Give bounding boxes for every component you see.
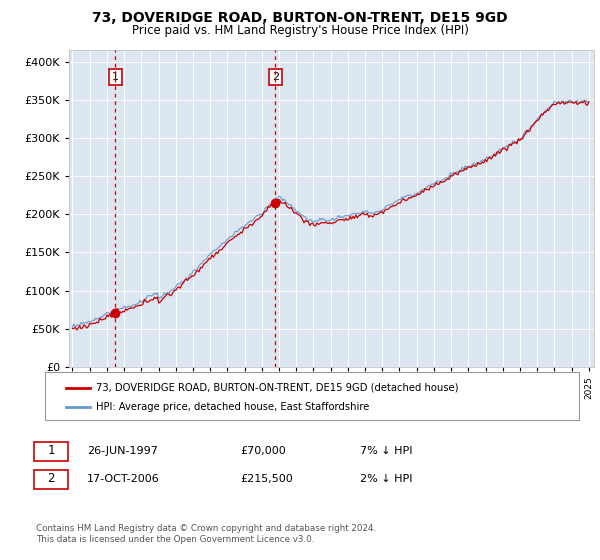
Text: 7% ↓ HPI: 7% ↓ HPI: [360, 446, 413, 456]
Text: 17-OCT-2006: 17-OCT-2006: [87, 474, 160, 484]
Text: 1: 1: [112, 72, 119, 82]
Text: £70,000: £70,000: [240, 446, 286, 456]
Text: 73, DOVERIDGE ROAD, BURTON-ON-TRENT, DE15 9GD: 73, DOVERIDGE ROAD, BURTON-ON-TRENT, DE1…: [92, 11, 508, 25]
Text: 26-JUN-1997: 26-JUN-1997: [87, 446, 158, 456]
Text: 1: 1: [47, 444, 55, 458]
Text: 73, DOVERIDGE ROAD, BURTON-ON-TRENT, DE15 9GD (detached house): 73, DOVERIDGE ROAD, BURTON-ON-TRENT, DE1…: [96, 383, 458, 393]
Text: Price paid vs. HM Land Registry's House Price Index (HPI): Price paid vs. HM Land Registry's House …: [131, 24, 469, 36]
Text: £215,500: £215,500: [240, 474, 293, 484]
Text: HPI: Average price, detached house, East Staffordshire: HPI: Average price, detached house, East…: [96, 402, 370, 412]
Text: 2: 2: [47, 472, 55, 486]
Text: 2: 2: [272, 72, 279, 82]
Text: Contains HM Land Registry data © Crown copyright and database right 2024.
This d: Contains HM Land Registry data © Crown c…: [36, 524, 376, 544]
Text: 2% ↓ HPI: 2% ↓ HPI: [360, 474, 413, 484]
